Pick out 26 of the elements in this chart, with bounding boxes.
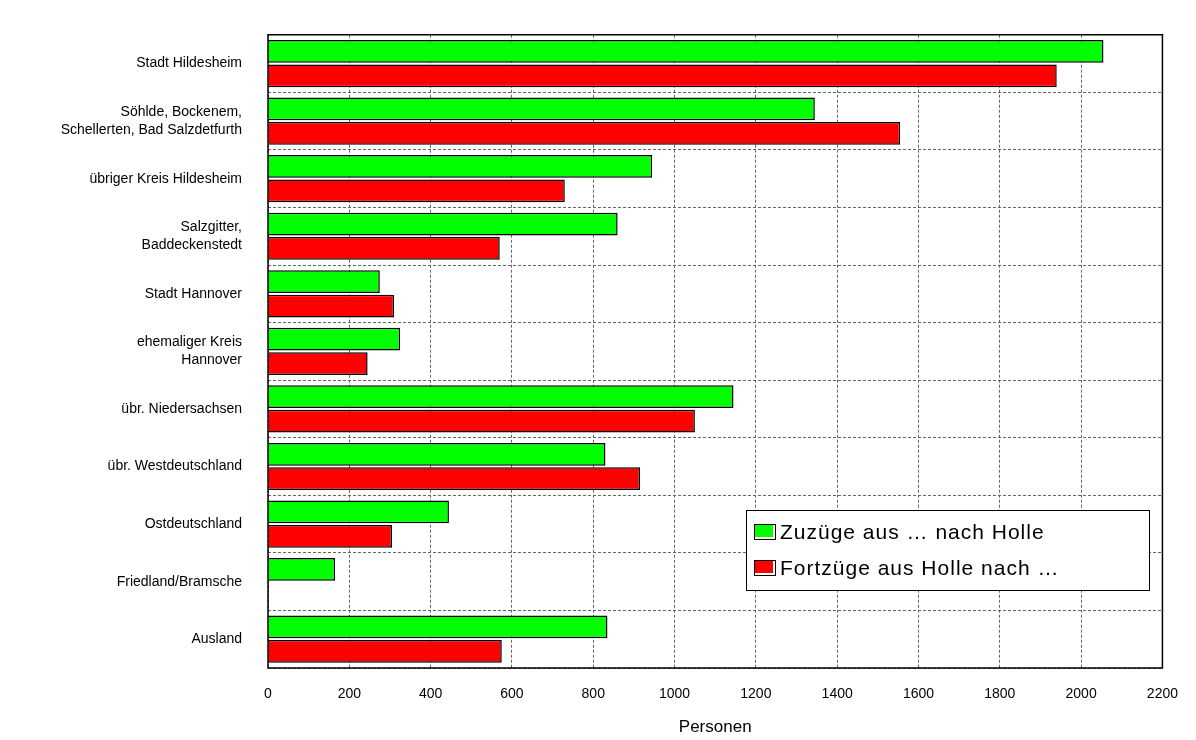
- x-tick-label: 0: [264, 685, 273, 702]
- x-axis-title: Personen: [678, 717, 752, 737]
- x-tick-label: 1800: [984, 685, 1016, 702]
- y-tick-label: übr. Westdeutschland: [107, 457, 242, 474]
- y-tick-label: Ausland: [191, 630, 242, 647]
- legend-label: Fortzüge aus Holle nach …: [779, 556, 1060, 580]
- x-tick-label: 2000: [1065, 685, 1097, 702]
- x-tick-label: 2200: [1146, 685, 1179, 702]
- y-tick-label: Salzgitter, Baddeckenstedt: [141, 218, 243, 252]
- x-tick-label: 1400: [821, 685, 853, 702]
- x-tick-label: 1600: [902, 685, 935, 702]
- x-tick-label: 600: [500, 685, 524, 702]
- x-tick-label: 1200: [740, 685, 772, 702]
- y-tick-label: Ostdeutschland: [144, 514, 242, 531]
- y-tick-label: übr. Niedersachsen: [121, 399, 242, 416]
- x-tick-label: 200: [337, 685, 362, 702]
- x-tick-label: 400: [418, 685, 443, 702]
- y-tick-label: Stadt Hannover: [144, 284, 243, 301]
- y-tick-label: Stadt Hildesheim: [136, 54, 242, 71]
- y-tick-label: übriger Kreis Hildesheim: [89, 169, 242, 186]
- x-tick-label: 800: [581, 685, 606, 702]
- y-tick-label: Friedland/Bramsche: [116, 572, 243, 589]
- legend-label: Zuzüge aus … nach Holle: [779, 520, 1045, 544]
- y-tick-label: ehemaliger Kreis Hannover: [136, 333, 243, 367]
- x-tick-label: 1000: [658, 685, 691, 702]
- y-tick-label: Söhlde, Bockenem, Schellerten, Bad Salzdetfurth: [60, 103, 242, 137]
